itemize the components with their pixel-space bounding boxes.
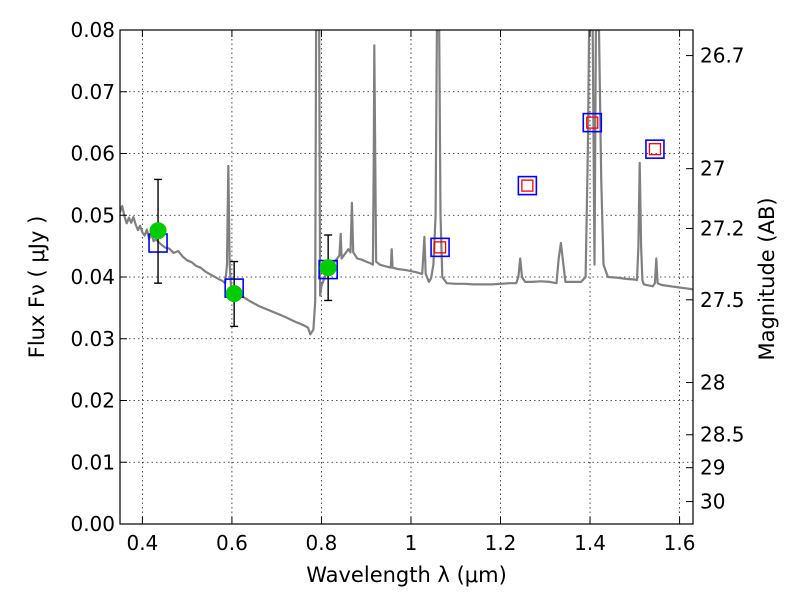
y-axis-label-left: Flux Fν ( μJy ) xyxy=(25,216,49,359)
y-tick-label: 0.02 xyxy=(70,389,115,413)
y-tick-label: 0.00 xyxy=(70,512,115,536)
ticks xyxy=(120,29,693,525)
green-circle-marker xyxy=(319,259,337,277)
green-circle-marker xyxy=(225,285,243,303)
red-square-marker xyxy=(521,179,534,192)
mag-tick-label: 27 xyxy=(700,157,725,181)
blue-square-marker xyxy=(430,237,450,258)
x-tick-label: 1.6 xyxy=(664,531,696,555)
x-tick-label: 0.8 xyxy=(306,531,338,555)
mag-tick-label: 28.5 xyxy=(700,423,745,447)
plot-area xyxy=(120,30,693,336)
x-tick-label: 0.4 xyxy=(126,531,158,555)
red-square-marker xyxy=(433,241,447,254)
x-axis-label: Wavelength λ (μm) xyxy=(306,563,507,587)
mag-tick-label: 30 xyxy=(700,490,725,514)
y-tick-label: 0.04 xyxy=(70,265,115,289)
y-axis-label-right: Magnitude (AB) xyxy=(755,197,779,360)
y-tick-label: 0.01 xyxy=(70,450,115,474)
x-tick-label: 1.4 xyxy=(574,531,606,555)
model-spectrum-line xyxy=(120,30,693,336)
mag-tick-label: 26.7 xyxy=(700,44,745,68)
x-tick-label: 1.2 xyxy=(485,531,517,555)
y-tick-label: 0.08 xyxy=(70,18,115,42)
mag-tick-label: 27.5 xyxy=(700,288,745,312)
red-square-marker xyxy=(648,143,662,156)
blue-square-marker xyxy=(517,175,538,196)
y-tick-label: 0.07 xyxy=(70,80,115,104)
x-tick-label: 1 xyxy=(405,531,418,555)
grid xyxy=(120,30,693,524)
y-tick-label: 0.05 xyxy=(70,203,115,227)
red-square-marker xyxy=(586,116,599,129)
green-circle-marker xyxy=(149,222,167,240)
mag-tick-label: 28 xyxy=(700,371,725,395)
x-tick-label: 0.6 xyxy=(216,531,248,555)
mag-tick-label: 27.2 xyxy=(700,216,745,240)
mag-tick-label: 29 xyxy=(700,456,725,480)
y-tick-label: 0.03 xyxy=(70,327,115,351)
tick-labels: 0.4 0.6 0.8 1 1.2 1.4 1.6 0.00 0.01 0.02 0.03 0.04 0… xyxy=(70,18,744,555)
blue-square-marker xyxy=(582,112,603,133)
y-tick-label: 0.06 xyxy=(70,142,115,166)
blue-square-marker xyxy=(645,139,665,159)
